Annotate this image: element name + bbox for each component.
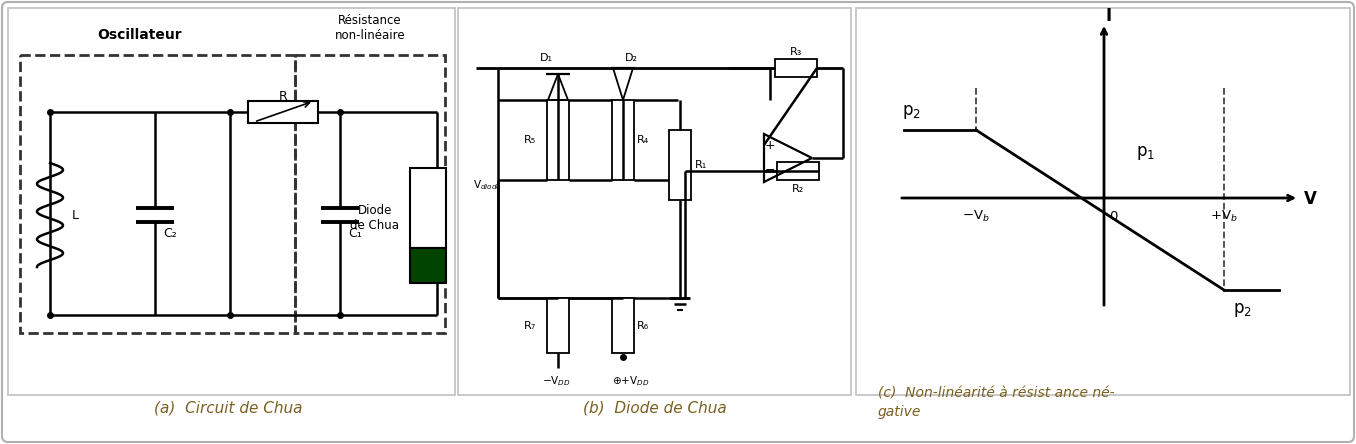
Text: R: R [278,90,287,103]
Text: p$_2$: p$_2$ [902,103,921,121]
Bar [410,168,446,248]
Text: −V$_{DD}$: −V$_{DD}$ [541,374,571,388]
Text: R₂: R₂ [792,184,804,194]
Text: R₇: R₇ [523,321,536,330]
Text: Oscillateur: Oscillateur [98,28,182,42]
Bar [546,298,570,353]
Bar [856,8,1351,395]
Text: (a)  Circuit de Chua: (a) Circuit de Chua [153,400,302,416]
Text: −V$_b$: −V$_b$ [963,208,990,223]
Text: (c)  Non-linéarité à résist ance né-: (c) Non-linéarité à résist ance né- [877,386,1115,400]
Bar [20,55,296,333]
Bar [669,130,692,200]
Text: p$_1$: p$_1$ [1136,144,1155,162]
Text: Résistance
non-linéaire: Résistance non-linéaire [335,14,405,42]
Text: I: I [1106,7,1112,25]
Text: D₁: D₁ [540,53,553,63]
Text: −: − [765,163,776,177]
Bar [8,8,456,395]
Bar [612,298,635,353]
Bar [458,8,852,395]
Bar [546,100,570,180]
Bar [612,100,635,180]
Text: +: + [765,139,776,151]
Text: +V$_b$: +V$_b$ [1210,208,1238,223]
Text: V$_{diode}$: V$_{diode}$ [473,178,502,192]
Bar [248,101,319,123]
Text: 0: 0 [1109,210,1117,222]
Bar [296,55,445,333]
Text: R₅: R₅ [523,135,536,145]
Text: R₁: R₁ [696,160,708,170]
Text: R₆: R₆ [637,321,650,330]
Text: R₃: R₃ [789,47,803,57]
Text: D₂: D₂ [625,53,639,63]
Bar [777,162,819,180]
Bar [410,248,446,283]
Text: L: L [72,209,79,222]
Text: Diode
de Chua: Diode de Chua [350,204,400,232]
Text: R₄: R₄ [637,135,650,145]
Text: gative: gative [877,405,921,419]
Bar [776,59,818,77]
Text: C₂: C₂ [163,226,176,239]
Text: V: V [1304,190,1317,208]
Text: ⊕+V$_{DD}$: ⊕+V$_{DD}$ [613,374,650,388]
Text: C₁: C₁ [348,226,362,239]
Text: (b)  Diode de Chua: (b) Diode de Chua [583,400,727,416]
Text: p$_2$: p$_2$ [1233,301,1252,319]
